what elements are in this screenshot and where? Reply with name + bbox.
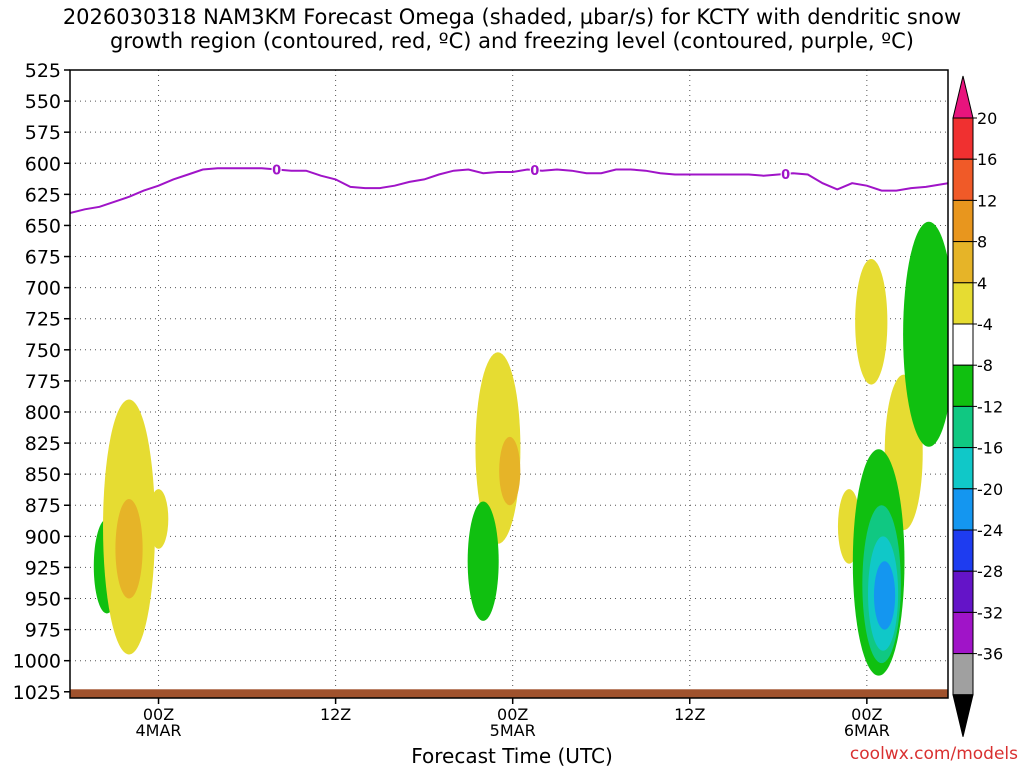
y-tick-label: 975 xyxy=(25,620,61,642)
y-tick-label: 1000 xyxy=(13,651,61,673)
colorbar-label: -8 xyxy=(977,356,993,375)
y-tick-label: 925 xyxy=(25,557,61,579)
freezing-label-bg xyxy=(529,163,540,178)
chart-title-line1: 2026030318 NAM3KM Forecast Omega (shaded… xyxy=(62,5,962,29)
x-tick-label: 4MAR xyxy=(136,721,182,740)
colorbar-segment xyxy=(952,529,974,572)
y-tick-label: 700 xyxy=(25,278,61,300)
x-tick-label: 5MAR xyxy=(490,721,536,740)
plot-layer: 0 0 0 xyxy=(70,70,948,698)
x-tick-label: 6MAR xyxy=(844,721,890,740)
colorbar-label: -32 xyxy=(977,603,1003,622)
freezing-label-bg xyxy=(780,166,791,181)
colorbar-segment xyxy=(952,241,974,284)
colorbar-label: -12 xyxy=(977,397,1003,416)
y-tick-label: 675 xyxy=(25,247,61,269)
omega-region xyxy=(467,501,499,621)
colorbar-label: -16 xyxy=(977,439,1003,458)
x-axis-label: Forecast Time (UTC) xyxy=(411,744,613,768)
y-tick-label: 775 xyxy=(25,371,61,393)
y-tick-label: 600 xyxy=(25,153,61,175)
y-tick-label: 850 xyxy=(25,464,61,486)
x-tick-label: 00Z xyxy=(851,705,882,724)
y-tick-label: 625 xyxy=(25,184,61,206)
y-tick-label: 825 xyxy=(25,433,61,455)
colorbar-label: 16 xyxy=(977,150,997,169)
y-tick-label: 750 xyxy=(25,340,61,362)
y-tick-label: 525 xyxy=(25,60,61,82)
colorbar-segment xyxy=(952,199,974,243)
y-tick-label: 575 xyxy=(25,122,61,144)
freezing-level-label: 0 xyxy=(530,164,539,179)
colorbar-label: 8 xyxy=(977,233,987,252)
colorbar-label: -4 xyxy=(977,315,993,334)
freezing-label-bg xyxy=(271,162,282,177)
colorbar-segment xyxy=(952,158,974,201)
freezing-level-label: 0 xyxy=(781,168,790,183)
colorbar-bottom-arrow xyxy=(952,694,974,737)
colorbar-segment xyxy=(952,282,974,325)
colorbar-label: 12 xyxy=(977,191,997,210)
y-tick-label: 550 xyxy=(25,91,61,113)
x-tick-label: 12Z xyxy=(320,705,351,724)
chart-title-line2: growth region (contoured, red, ºC) and f… xyxy=(110,29,914,53)
colorbar-label: -24 xyxy=(977,521,1003,540)
plot-border xyxy=(69,69,949,699)
y-tick-label: 950 xyxy=(25,589,61,611)
colorbar-segment xyxy=(952,447,974,490)
colorbar-label: -28 xyxy=(977,562,1003,581)
colorbar-label: 20 xyxy=(977,109,997,128)
colorbar-segment xyxy=(952,405,974,449)
omega-region xyxy=(855,259,888,385)
colorbar-segment xyxy=(952,570,974,613)
x-tick-label: 12Z xyxy=(674,705,705,724)
y-tick-label: 800 xyxy=(25,402,61,424)
colorbar-segment xyxy=(952,488,974,531)
credit-text: coolwx.com/models xyxy=(849,744,1018,764)
omega-region xyxy=(903,221,948,447)
ground-surface xyxy=(70,689,948,698)
omega-region xyxy=(873,561,896,630)
x-tick-label: 00Z xyxy=(497,705,528,724)
colorbar-top-arrow xyxy=(952,75,974,119)
y-tick-label: 875 xyxy=(25,495,61,517)
colorbar-label: -20 xyxy=(977,480,1003,499)
omega-region xyxy=(499,436,521,506)
x-tick-label: 2026 xyxy=(138,737,179,740)
colorbar-segment xyxy=(952,364,974,407)
colorbar-segment xyxy=(952,323,974,366)
colorbar-segment xyxy=(952,653,974,696)
colorbar-segment xyxy=(952,117,974,160)
colorbar-label: -36 xyxy=(977,645,1003,664)
colorbar-segment xyxy=(952,611,974,655)
x-tick-label: 00Z xyxy=(143,705,174,724)
y-tick-label: 725 xyxy=(25,309,61,331)
omega-time-height-chart: 0 0 0 525 550 575 600 625 650 675 700 725 750 775 800 8… xyxy=(13,60,1004,740)
colorbar-label: 4 xyxy=(977,274,987,293)
freezing-level-line xyxy=(70,167,948,214)
omega-region xyxy=(148,489,169,549)
y-tick-label: 1025 xyxy=(13,682,61,704)
freezing-level-label: 0 xyxy=(272,163,281,178)
y-tick-label: 900 xyxy=(25,526,61,548)
y-tick-label: 650 xyxy=(25,215,61,237)
omega-region xyxy=(115,499,143,599)
